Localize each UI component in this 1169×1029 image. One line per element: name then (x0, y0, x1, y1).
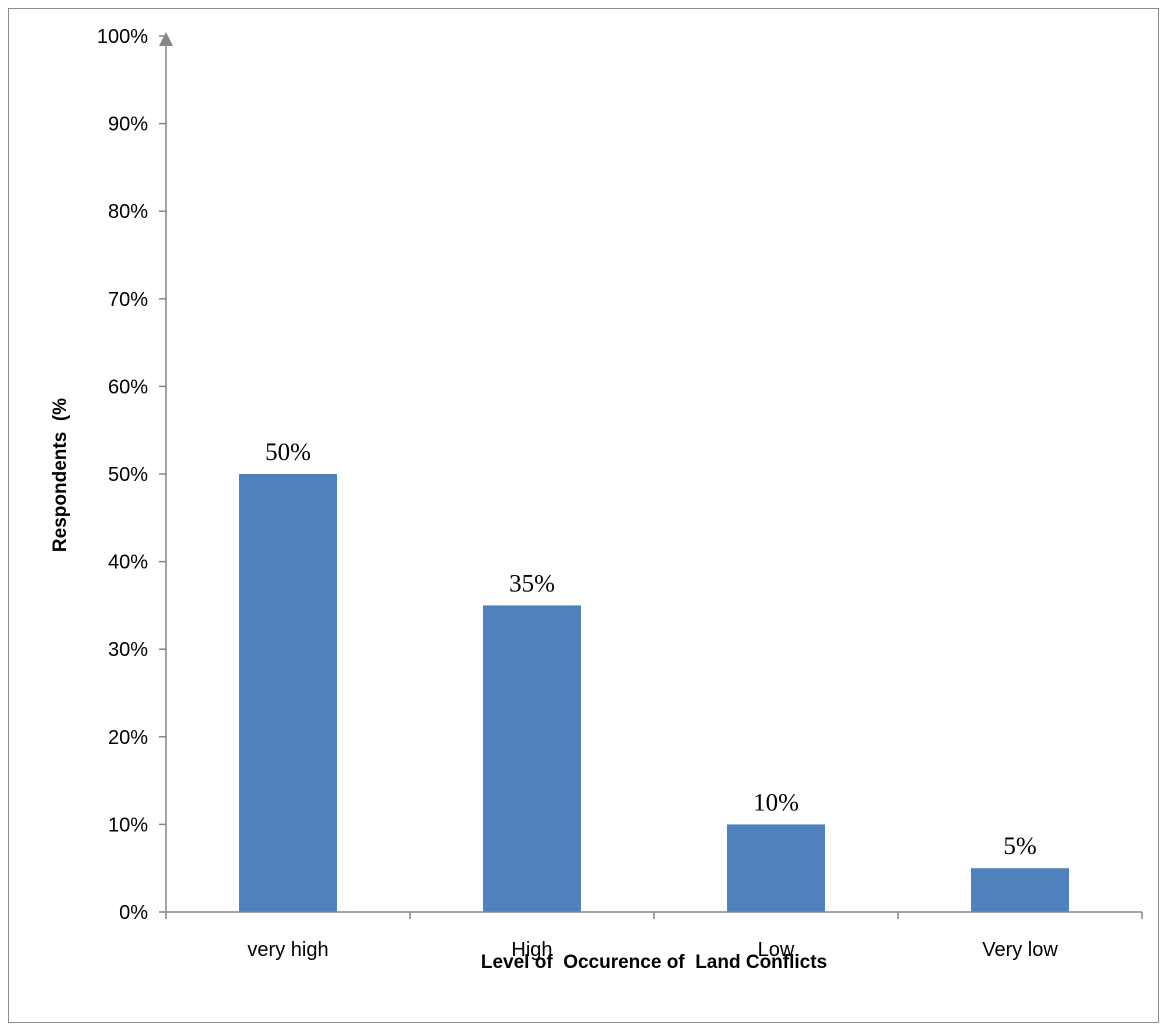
y-tick-label: 80% (108, 201, 148, 223)
data-label: 50% (265, 439, 311, 466)
y-axis-title: Respondents (% (50, 398, 71, 552)
y-axis-ticks: 0% 10% 20% 30% 40% 50% 60% 70% 80% 90% 100% (97, 26, 166, 924)
bar (239, 474, 337, 912)
x-axis-title: Level of Occurence of Land Conflicts (481, 952, 827, 973)
y-tick-label: 50% (108, 464, 148, 486)
bars: 50% 35% 10% 5% (239, 439, 1069, 912)
y-tick-label: 20% (108, 727, 148, 749)
x-tick-label: Very low (982, 939, 1058, 961)
x-tick-label: Low (758, 939, 795, 961)
chart-frame (8, 8, 1159, 1023)
y-tick-label: 40% (108, 552, 148, 574)
y-tick-label: 70% (108, 289, 148, 311)
y-tick-label: 60% (108, 376, 148, 398)
bar (483, 605, 581, 912)
y-tick-label: 90% (108, 114, 148, 136)
y-tick-label: 10% (108, 814, 148, 836)
bar (727, 824, 825, 912)
y-tick-label: 30% (108, 639, 148, 661)
y-axis-arrow-icon (159, 32, 173, 46)
x-axis-ticks: very high High Low Very low (165, 912, 1143, 961)
y-tick-label: 0% (119, 902, 148, 924)
data-label: 10% (753, 789, 799, 816)
data-label: 35% (509, 570, 555, 597)
axes (159, 32, 1142, 913)
bar (971, 868, 1069, 912)
x-tick-label: High (511, 939, 552, 961)
data-label: 5% (1003, 833, 1036, 860)
x-tick-label: very high (247, 939, 328, 961)
y-tick-label: 100% (97, 26, 148, 48)
